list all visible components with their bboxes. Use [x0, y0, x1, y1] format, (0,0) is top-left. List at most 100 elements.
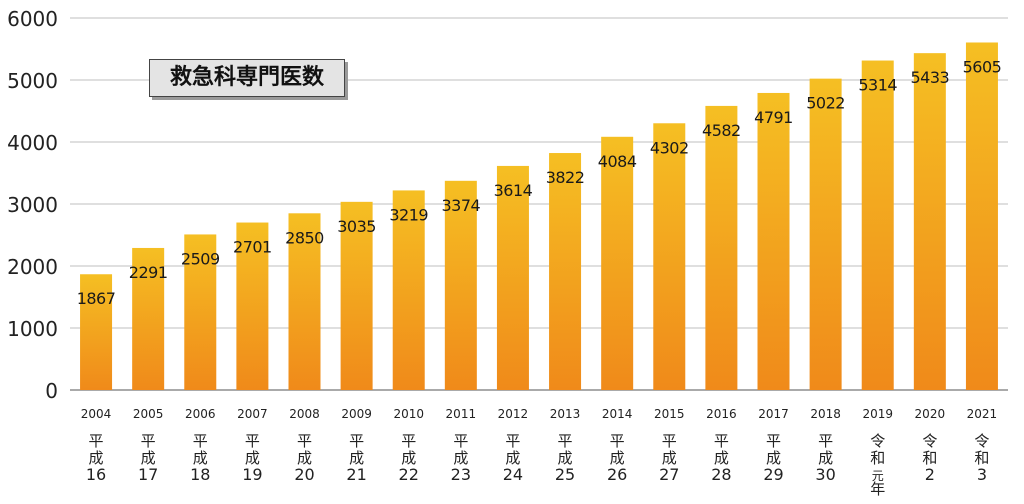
era-label-part: 平: [245, 432, 260, 450]
bar: [861, 60, 894, 390]
x-tick-label: 2017: [758, 407, 789, 421]
chart-title: 救急科専門医数: [149, 59, 345, 97]
era-label-part: 18: [190, 465, 210, 484]
bar: [184, 234, 217, 390]
era-label-part: 平: [453, 432, 468, 450]
era-label-part: 平: [558, 432, 573, 450]
era-label-part: 和: [922, 449, 937, 467]
bar: [601, 136, 634, 390]
bar: [236, 222, 269, 390]
x-tick-label: 2010: [393, 407, 424, 421]
data-label: 4302: [650, 138, 689, 157]
era-label-part: 平: [818, 432, 833, 450]
era-label-part: 21: [346, 465, 366, 484]
era-label-part: 成: [766, 449, 781, 467]
era-label-part: 成: [610, 449, 625, 467]
x-tick-label: 2009: [341, 407, 372, 421]
bar: [444, 180, 477, 390]
x-tick-label: 2007: [237, 407, 268, 421]
x-tick-label: 2004: [81, 407, 112, 421]
x-tick-label: 2013: [550, 407, 581, 421]
bar: [965, 42, 998, 391]
data-label: 3822: [546, 168, 585, 187]
era-label-part: 平: [401, 432, 416, 450]
x-tick-label: 2019: [862, 407, 893, 421]
era-label-part: 28: [711, 465, 731, 484]
data-label: 4791: [754, 108, 793, 127]
data-label: 3219: [389, 205, 428, 224]
era-label-part: 22: [399, 465, 419, 484]
data-label: 5314: [858, 76, 897, 95]
y-tick-label: 3000: [7, 193, 58, 217]
x-tick-label: 2012: [498, 407, 529, 421]
era-label-part: 平: [89, 432, 104, 450]
x-tick-label: 2018: [810, 407, 841, 421]
era-labels: 平成16平成17平成18平成19平成20平成21平成22平成23平成24平成25…: [86, 432, 990, 498]
era-label-part: 令: [922, 432, 937, 450]
x-tick-label: 2008: [289, 407, 320, 421]
era-label-part: 23: [451, 465, 471, 484]
bar: [549, 153, 582, 390]
data-label: 1867: [77, 289, 116, 308]
bar: [653, 123, 686, 390]
era-label: 令和2: [922, 432, 937, 484]
x-tick-label: 2021: [967, 407, 998, 421]
era-label-part: 成: [662, 449, 677, 467]
era-label-part: 成: [297, 449, 312, 467]
era-label-part: 平: [766, 432, 781, 450]
bar: [705, 105, 738, 390]
y-tick-label: 2000: [7, 255, 58, 279]
bar: [392, 190, 425, 390]
era-label-part: 26: [607, 465, 627, 484]
bar: [80, 274, 113, 390]
data-labels: 1867 2291 2509 2701 2850 3035 3219 3374 3614 3822…: [77, 57, 1002, 308]
y-tick-label: 4000: [7, 131, 58, 155]
era-label-part: 年: [870, 480, 885, 498]
era-label-part: 3: [977, 465, 987, 484]
x-tick-label: 2011: [446, 407, 477, 421]
bar: [340, 201, 373, 390]
era-label-part: 平: [141, 432, 156, 450]
era-label-part: 19: [242, 465, 262, 484]
bar: [757, 92, 790, 390]
era-label-part: 和: [974, 449, 989, 467]
era-label-part: 30: [815, 465, 835, 484]
data-label: 5433: [910, 68, 949, 87]
bars: [80, 42, 998, 391]
bar: [496, 165, 529, 390]
era-label-part: 成: [714, 449, 729, 467]
era-label-part: 成: [193, 449, 208, 467]
y-tick-label: 1000: [7, 317, 58, 341]
era-label-part: 平: [297, 432, 312, 450]
data-label: 2701: [233, 238, 272, 257]
era-label-part: 成: [245, 449, 260, 467]
era-label-part: 令: [870, 432, 885, 450]
era-label-part: 元: [872, 469, 884, 483]
era-label-part: 16: [86, 465, 106, 484]
era-label-part: 成: [141, 449, 156, 467]
data-label: 2291: [129, 263, 168, 282]
era-label-part: 成: [505, 449, 520, 467]
era-label-part: 24: [503, 465, 523, 484]
era-label-part: 和: [870, 449, 885, 467]
era-label-part: 平: [714, 432, 729, 450]
x-tick-label: 2015: [654, 407, 685, 421]
data-label: 3614: [494, 181, 533, 200]
bar: [913, 53, 946, 391]
y-tick-label: 0: [45, 379, 58, 403]
era-label-part: 平: [349, 432, 364, 450]
